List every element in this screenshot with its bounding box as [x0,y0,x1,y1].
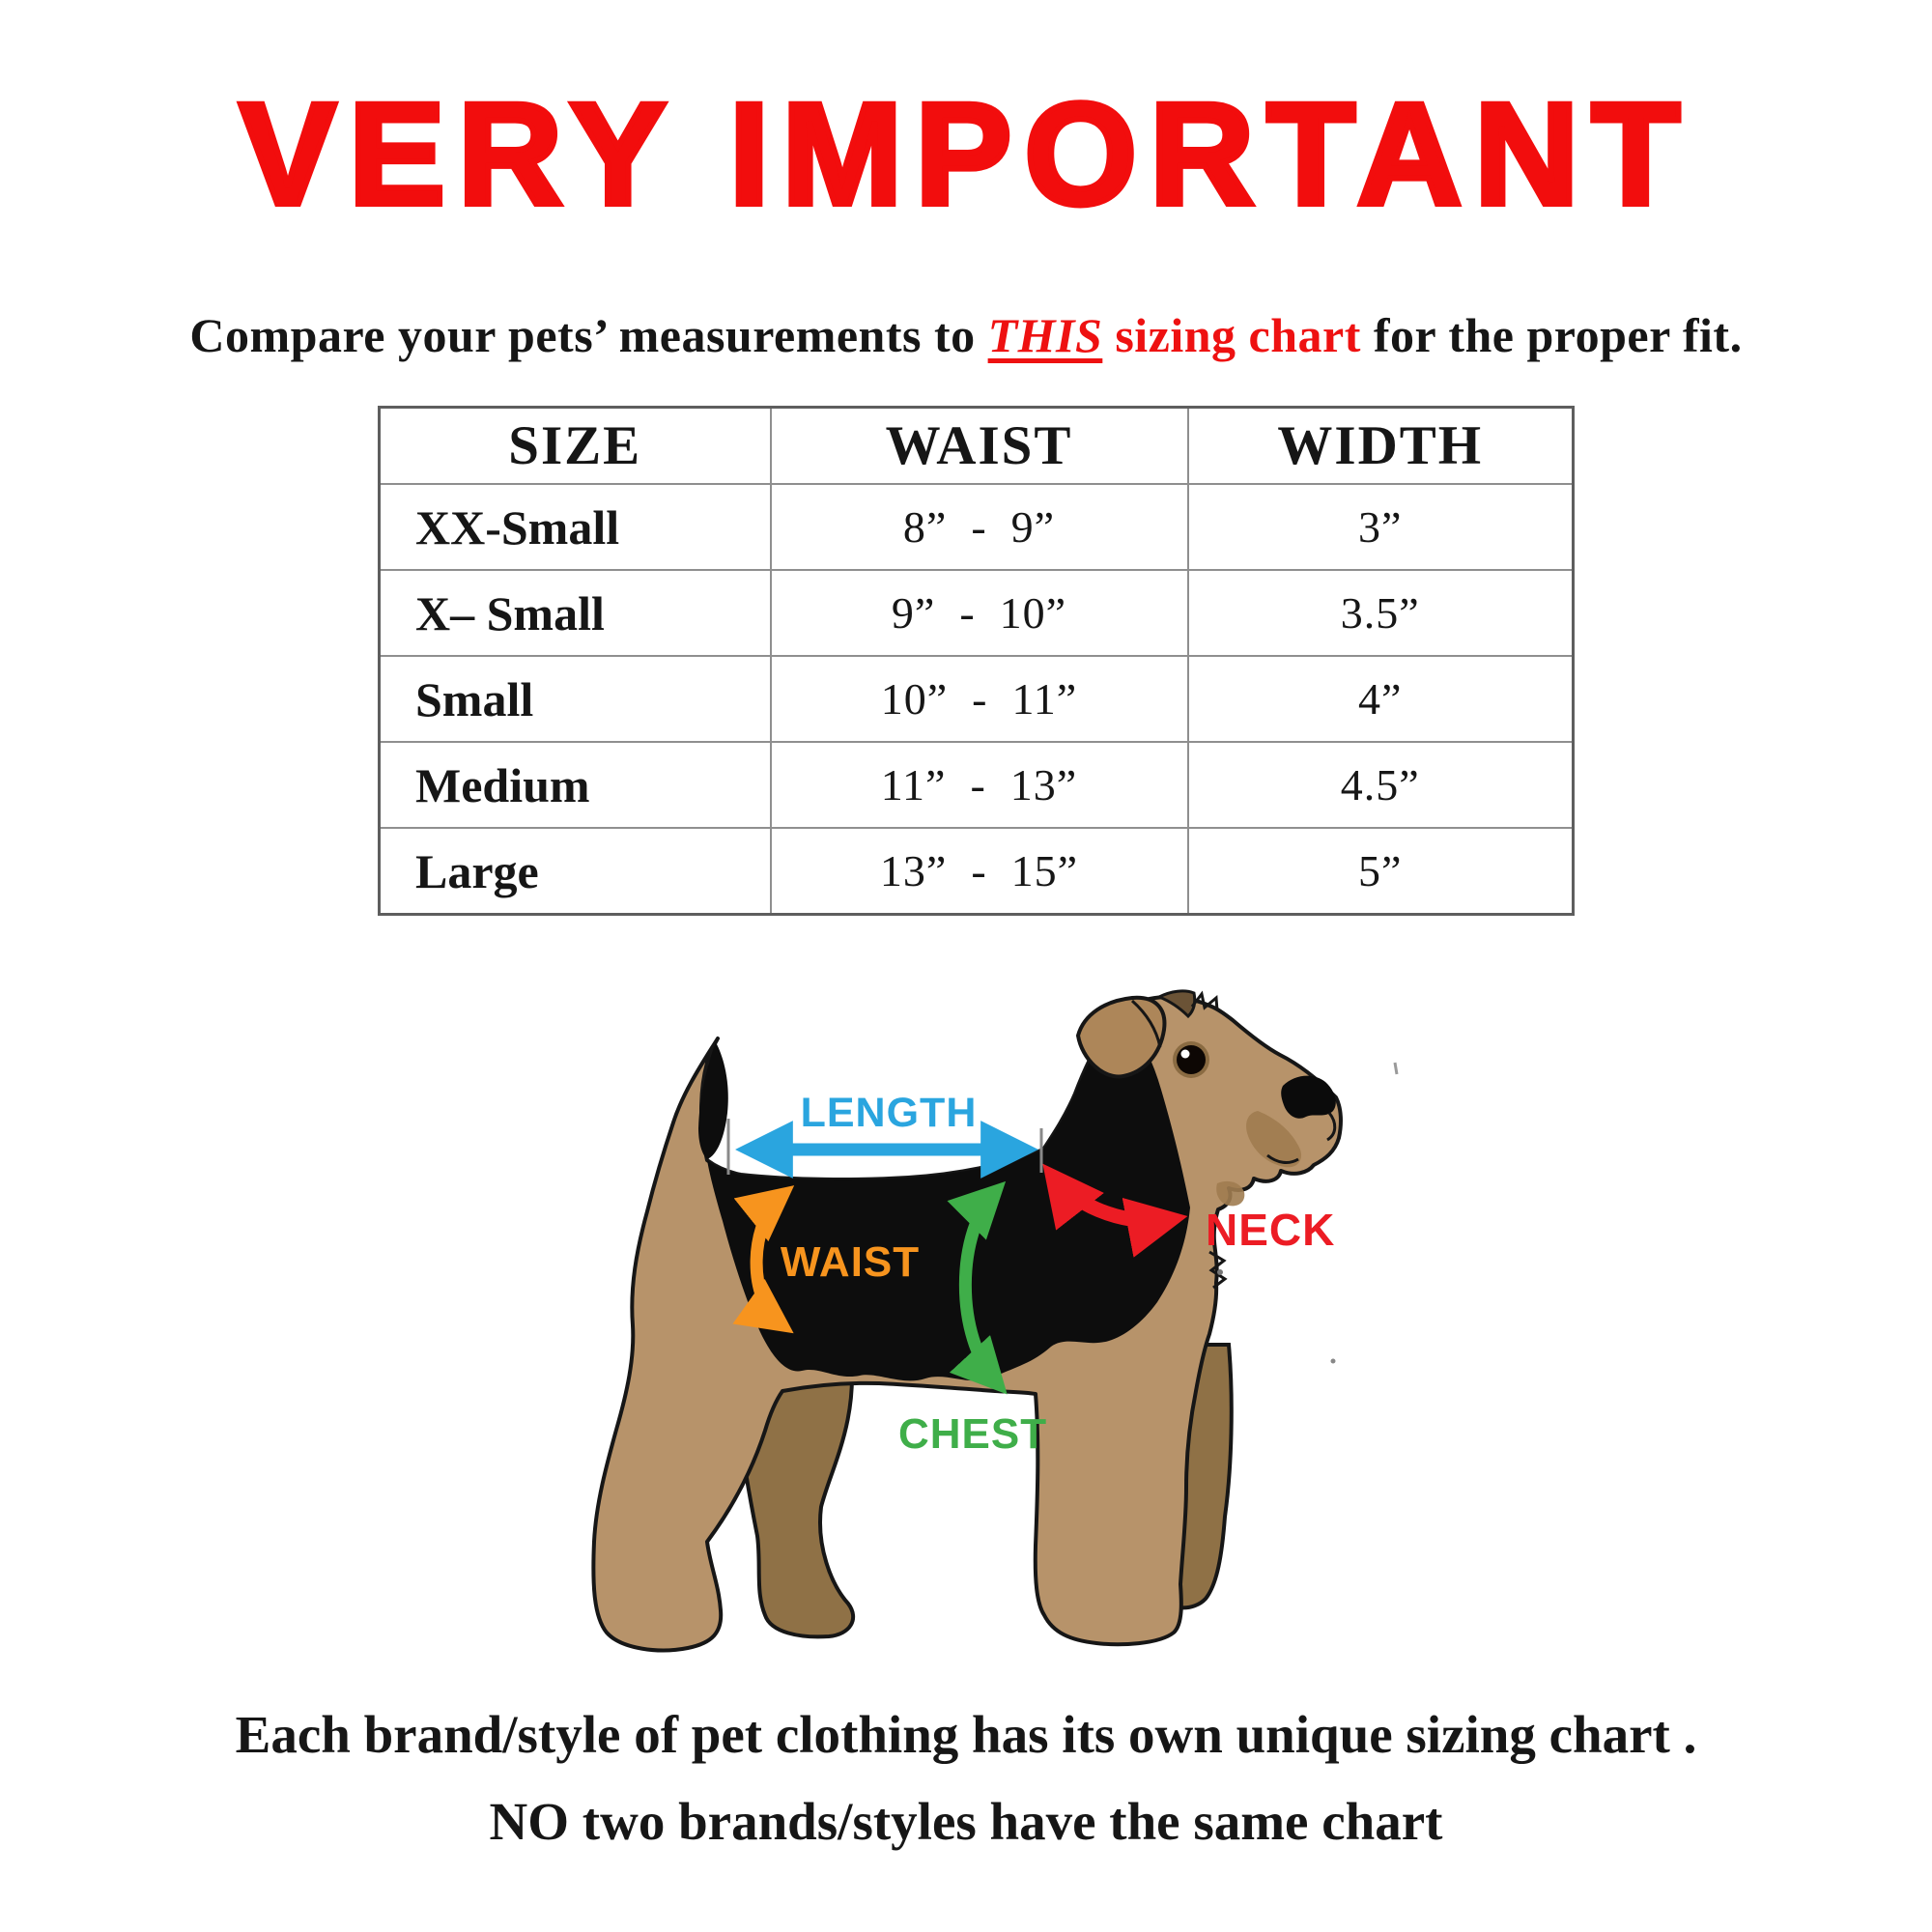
instruction-this-emphasis: THIS [987,308,1103,362]
dog-tail-shade [698,1042,728,1159]
table-row: XX-Small 8” - 9” 3” [378,483,1575,571]
waist-label: WAIST [780,1238,921,1286]
dog-nose [1281,1075,1336,1119]
instruction-prefix: Compare your pets’ measurements to [189,308,988,362]
width-cell: 3” [1186,483,1575,571]
size-cell: X– Small [378,569,772,657]
dog-eye-glint [1180,1049,1190,1059]
chest-arrow [947,1180,1008,1395]
waist-arrow [732,1185,795,1334]
dog-cheek-line [1266,1153,1299,1164]
instruction-suffix: for the proper fit. [1360,308,1743,362]
sizing-table-header-row: SIZE WAIST WIDTH [378,406,1575,485]
size-cell: Large [378,827,772,916]
dog-brow-fur [1190,990,1219,1011]
speck [1330,1358,1336,1364]
header-size: SIZE [378,406,772,485]
instruction-sizing-chart-highlight: sizing chart [1102,308,1361,362]
dog-mouth-line [1326,1112,1337,1142]
footer-line-2: NO two brands/styles have the same chart [489,1792,1443,1851]
size-cell: Medium [378,741,772,829]
neck-label: NECK [1206,1205,1336,1255]
dog-beard-shade-2 [1216,1180,1245,1207]
sizing-table: SIZE WAIST WIDTH XX-Small 8” - 9” 3” X– … [378,406,1575,916]
width-cell: 4.5” [1186,741,1575,829]
waist-cell: 10” - 11” [769,655,1189,743]
waist-cell: 8” - 9” [769,483,1189,571]
neck-arrow [1042,1163,1188,1258]
header-waist: WAIST [769,406,1189,485]
footer-line-1: Each brand/style of pet clothing has its… [235,1705,1697,1764]
dog-illustration [591,989,1399,1653]
table-row: X– Small 9” - 10” 3.5” [378,569,1575,657]
dog-ear [1075,995,1167,1079]
dog-ear-fold-line [1131,999,1162,1048]
page-title: VERY IMPORTANT [237,72,1693,235]
table-row: Medium 11” - 13” 4.5” [378,741,1575,829]
chest-label: CHEST [898,1410,1048,1458]
table-row: Large 13” - 15” 5” [378,827,1575,916]
length-label: LENGTH [800,1090,978,1136]
size-cell: XX-Small [378,483,772,571]
waist-cell: 11” - 13” [769,741,1189,829]
dog-chest-fur [1208,1250,1228,1290]
speck-tick [1393,1062,1399,1075]
table-row: Small 10” - 11” 4” [378,655,1575,743]
dog-beard-shade [1246,1111,1302,1168]
width-cell: 3.5” [1186,569,1575,657]
header-width: WIDTH [1186,406,1575,485]
width-cell: 4” [1186,655,1575,743]
size-cell: Small [378,655,772,743]
dog-eye [1177,1045,1206,1074]
waist-cell: 13” - 15” [769,827,1189,916]
speck [1217,1269,1223,1275]
instruction-line: Compare your pets’ measurements to THIS … [0,307,1932,363]
width-cell: 5” [1186,827,1575,916]
waist-cell: 9” - 10” [769,569,1189,657]
